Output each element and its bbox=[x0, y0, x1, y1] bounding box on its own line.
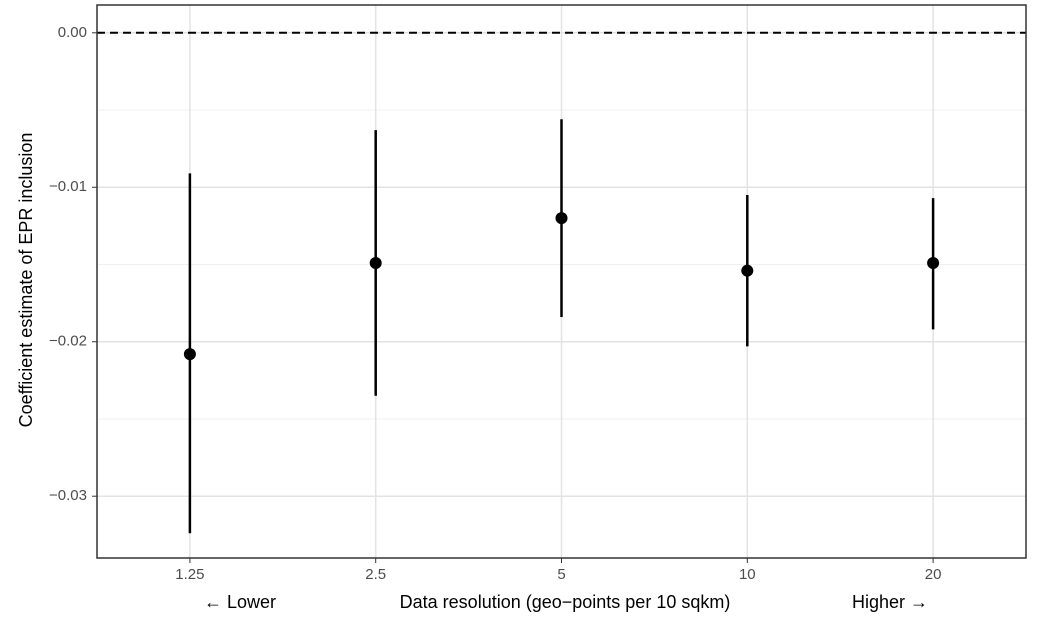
annotation: ← Lower bbox=[204, 592, 276, 612]
point bbox=[555, 212, 568, 225]
x-tick-label: 1.25 bbox=[175, 566, 204, 583]
y-axis-title: Coefficient estimate of EPR inclusion bbox=[16, 133, 36, 428]
y-tick-label: 0.00 bbox=[58, 24, 87, 41]
x-tick-label: 5 bbox=[557, 566, 565, 583]
panel-border bbox=[96, 4, 1027, 559]
point bbox=[927, 256, 940, 269]
x-axis-title: Data resolution (geo−points per 10 sqkm) bbox=[400, 592, 731, 612]
y-tick-label: −0.01 bbox=[49, 178, 87, 195]
x-tick-label: 10 bbox=[739, 566, 756, 583]
x-tick-label: 2.5 bbox=[365, 566, 386, 583]
point bbox=[741, 264, 754, 277]
point bbox=[369, 256, 382, 269]
y-tick-label: −0.03 bbox=[49, 487, 87, 504]
point bbox=[183, 348, 196, 361]
y-tick-label: −0.02 bbox=[49, 333, 87, 350]
annotation: Higher → bbox=[852, 592, 928, 612]
x-tick-label: 20 bbox=[925, 566, 942, 583]
